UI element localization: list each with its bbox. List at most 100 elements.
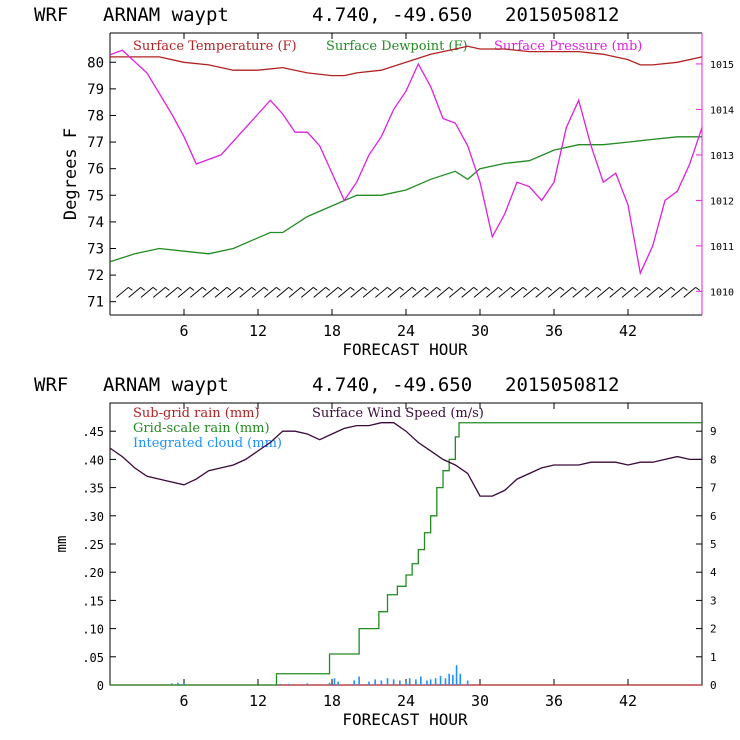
wind-barb	[190, 287, 203, 298]
wind-barb	[473, 287, 487, 298]
wind-barb	[264, 287, 277, 298]
x-tick-label: 36	[545, 692, 563, 710]
grid-scale-rain-mm-line	[110, 422, 702, 686]
wind-barb	[572, 287, 585, 298]
surface-dewpoint-f-line	[109, 136, 702, 263]
bottom-header-model: WRF	[34, 374, 68, 396]
wind-barb-feather	[522, 287, 528, 291]
y2-tick-label: 0	[710, 679, 717, 692]
wind-barb	[683, 287, 696, 298]
y-tick-label: 77	[87, 135, 104, 151]
x-tick-label: 24	[397, 692, 415, 710]
wind-barb-feather	[202, 287, 207, 291]
wind-barb-feather	[535, 287, 540, 291]
wind-barb-feather	[276, 287, 281, 291]
wind-barb-feather	[596, 287, 602, 291]
legend-subgrid-rain: Sub-grid rain (mm)	[133, 406, 260, 421]
wind-barb-feather	[559, 287, 565, 291]
bottom-y2-ticks: 0 1 2 3 4 5 6 7 8 9	[696, 425, 717, 692]
wind-barb	[177, 287, 191, 298]
y-tick-label: 78	[87, 108, 104, 124]
wind-barb	[671, 287, 684, 298]
top-y2-ticks: 1010 1011 1012 1013 1014 1015	[696, 60, 734, 298]
x-tick-label: 42	[619, 322, 637, 340]
wind-barb	[523, 287, 536, 298]
y2-tick-label: 1014	[710, 105, 734, 116]
y-tick-label: 75	[87, 188, 104, 204]
wind-barb	[140, 287, 154, 298]
wind-barb	[387, 287, 400, 298]
wind-barb-feather	[313, 287, 318, 291]
x-tick-label: 18	[323, 692, 341, 710]
wind-barb-feather	[633, 287, 639, 291]
wind-barb-feather	[485, 287, 491, 291]
wind-barb-feather	[362, 287, 367, 291]
wind-barb	[646, 287, 659, 298]
y2-tick-label: 5	[710, 538, 717, 551]
wind-barb-feather	[473, 287, 478, 291]
x-tick-label: 36	[545, 322, 563, 340]
top-y-ticks: 71 72 73 74 75 76 77 78 79 80	[87, 55, 116, 311]
top-y-axis-label: Degrees F	[61, 128, 81, 220]
bottom-y-axis-label: mm	[54, 536, 70, 553]
wind-barb-feather	[572, 287, 577, 291]
wind-barb	[547, 287, 561, 298]
y2-tick-label: 6	[710, 510, 717, 523]
x-tick-label: 30	[471, 692, 489, 710]
wind-barb-feather	[325, 287, 330, 291]
x-tick-label: 30	[471, 322, 489, 340]
wind-barb	[153, 287, 166, 298]
wind-barb	[214, 287, 228, 298]
top-header-model: WRF	[34, 4, 68, 26]
wind-barb	[325, 287, 339, 298]
y-tick-label: .45	[82, 425, 104, 439]
wind-barb-feather	[251, 287, 256, 291]
bottom-x-axis-label: FORECAST HOUR	[342, 710, 468, 729]
wind-barb-feather	[128, 287, 133, 291]
wind-barb	[584, 287, 598, 298]
wind-barb-feather	[337, 287, 343, 291]
wind-barb	[165, 287, 178, 298]
wind-barb-feather	[387, 287, 392, 291]
top-x-ticks: 6 12 18 24 30 36 42	[179, 33, 637, 340]
legend-integrated-cloud: Integrated cloud (mm)	[133, 436, 282, 451]
y2-tick-label: 9	[710, 425, 717, 438]
top-header-station: ARNAM waypt	[103, 4, 229, 26]
wind-barb	[227, 287, 240, 298]
wind-barb-feather	[374, 287, 380, 291]
top-header-date: 2015050812	[505, 4, 619, 26]
y-tick-label: 74	[87, 215, 104, 231]
wind-barb-feather	[498, 287, 503, 291]
y-tick-label: 76	[87, 162, 104, 178]
y2-tick-label: 2	[710, 623, 717, 636]
wind-barb-feather	[399, 287, 404, 291]
wind-barb	[424, 287, 437, 298]
wind-barb	[301, 287, 314, 298]
y-tick-label: .35	[82, 482, 104, 496]
y-tick-label: 71	[87, 295, 104, 311]
wind-barb	[128, 287, 141, 298]
wind-barb	[461, 287, 474, 298]
bottom-header-station: ARNAM waypt	[103, 374, 229, 396]
x-tick-label: 6	[179, 322, 188, 340]
y-tick-label: .20	[82, 566, 104, 580]
y2-tick-label: 1013	[710, 151, 734, 162]
wind-barb-feather	[646, 287, 651, 291]
wind-barb-feather	[448, 287, 454, 291]
x-tick-label: 6	[179, 692, 188, 710]
wind-barb-feather	[584, 287, 589, 291]
wind-barb	[338, 287, 351, 298]
y-tick-label: 80	[87, 55, 104, 71]
x-tick-label: 18	[323, 322, 341, 340]
top-panel: WRF ARNAM waypt 4.740, -49.650 201505081…	[34, 4, 734, 359]
legend-surface-temperature: Surface Temperature (F)	[133, 39, 297, 54]
bottom-header-date: 2015050812	[505, 374, 619, 396]
y-tick-label: 0	[97, 679, 104, 693]
wind-barb	[350, 287, 363, 298]
x-tick-label: 12	[249, 322, 267, 340]
wind-barb	[560, 287, 573, 298]
wind-barb	[288, 287, 302, 298]
wind-barb	[399, 287, 413, 298]
wind-barb	[239, 287, 252, 298]
y-tick-label: .05	[82, 651, 104, 665]
